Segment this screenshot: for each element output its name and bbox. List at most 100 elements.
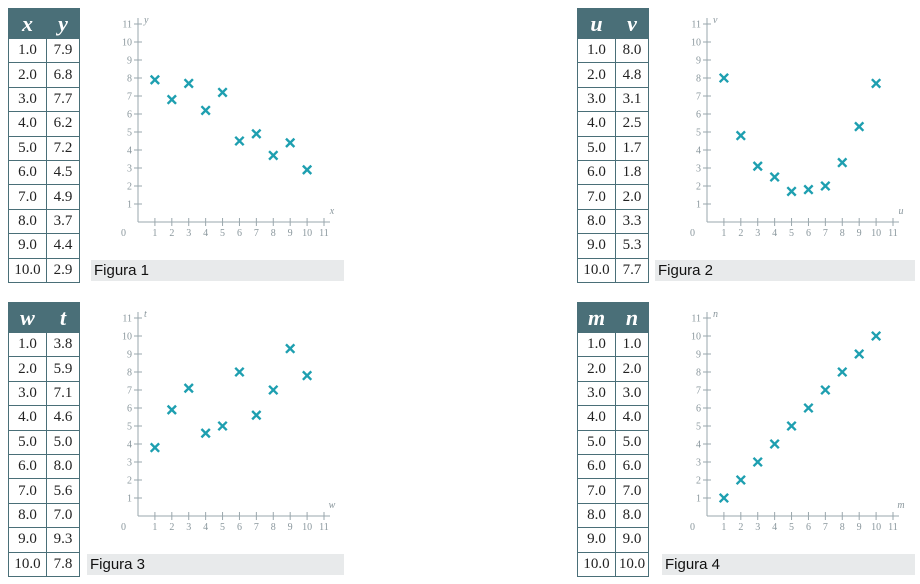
table-row: 10.0 10.0 — [577, 551, 649, 577]
y-tick-label: 4 — [696, 146, 701, 157]
table-row: 1.0 3.8 — [8, 331, 80, 358]
data-point — [217, 420, 228, 432]
table-cell: 7.0 — [615, 478, 649, 504]
data-point — [183, 383, 194, 394]
table-cell: 4.0 — [8, 405, 47, 431]
x-tick-label: 7 — [254, 228, 259, 239]
data-point — [786, 186, 797, 197]
table-row: 10.0 7.7 — [577, 257, 649, 283]
table-cell: 8.0 — [8, 208, 47, 235]
table-row: 4.0 4.0 — [577, 405, 649, 431]
table-cell: 9.0 — [577, 233, 616, 259]
x-axis-label: x — [329, 206, 335, 217]
table-cell: 2.9 — [46, 257, 80, 283]
table-cell: 9.0 — [8, 527, 47, 553]
x-tick-label: 2 — [169, 522, 174, 533]
y-tick-label: 10 — [122, 332, 132, 343]
y-tick-label: 11 — [122, 20, 132, 31]
x-tick-label: 4 — [772, 522, 777, 533]
figure-panel-4: m n 1.0 1.0 2.0 2.0 3.0 3.0 4.0 4.0 5.0 5.0 6.0 6.0 7.… — [577, 302, 917, 578]
table-cell: 10.0 — [615, 551, 649, 577]
table-cell: 6.0 — [577, 159, 616, 186]
table-row: 2.0 5.9 — [8, 356, 80, 382]
x-tick-label: 8 — [840, 522, 845, 533]
data-point — [166, 94, 177, 105]
data-table: m n 1.0 1.0 2.0 2.0 3.0 3.0 4.0 4.0 5.0 5.0 6.0 6.0 7.… — [577, 302, 649, 577]
origin-label: 0 — [121, 228, 126, 239]
data-point — [268, 150, 279, 161]
table-cell: 1.7 — [615, 135, 649, 161]
table-cell: 7.0 — [577, 478, 616, 504]
x-tick-label: 10 — [302, 522, 312, 533]
table-cell: 5.0 — [577, 135, 616, 161]
x-axis-label: u — [899, 206, 904, 217]
y-tick-label: 10 — [691, 38, 701, 49]
y-tick-label: 4 — [696, 440, 701, 451]
table-row: 3.0 3.0 — [577, 380, 649, 407]
y-tick-label: 9 — [696, 350, 701, 361]
x-axis-label: w — [329, 500, 336, 511]
y-tick-label: 8 — [696, 74, 701, 85]
table-cell: 10.0 — [577, 257, 616, 283]
x-tick-label: 5 — [220, 522, 225, 533]
table-row: 8.0 8.0 — [577, 502, 649, 529]
table-row: 10.0 7.8 — [8, 551, 80, 577]
table-cell: 8.0 — [615, 37, 649, 64]
table-cell: 4.8 — [615, 62, 649, 88]
table-cell: 8.0 — [615, 502, 649, 529]
table-header-x: x — [8, 8, 47, 39]
table-header-n: n — [615, 302, 649, 333]
table-row: 4.0 2.5 — [577, 111, 649, 137]
table-cell: 5.6 — [46, 478, 80, 504]
table-cell: 5.0 — [577, 429, 616, 455]
y-tick-label: 9 — [127, 56, 132, 67]
table-cell: 4.0 — [577, 111, 616, 137]
y-tick-label: 4 — [127, 440, 132, 451]
data-point — [854, 348, 865, 360]
y-axis-label: t — [144, 309, 147, 320]
table-header-y: y — [46, 8, 80, 39]
x-tick-label: 6 — [806, 522, 811, 533]
y-tick-label: 6 — [696, 404, 701, 415]
table-row: 6.0 1.8 — [577, 159, 649, 186]
table-row: 8.0 3.3 — [577, 208, 649, 235]
table-row: 2.0 6.8 — [8, 62, 80, 88]
table-row: 5.0 7.2 — [8, 135, 80, 161]
data-point — [820, 180, 831, 192]
x-tick-label: 11 — [888, 522, 898, 533]
table-cell: 5.0 — [615, 429, 649, 455]
table-cell: 2.0 — [8, 356, 47, 382]
table-cell: 3.0 — [8, 380, 47, 407]
data-point — [251, 128, 262, 139]
table-row: 9.0 4.4 — [8, 233, 80, 259]
table-row: 5.0 5.0 — [577, 429, 649, 455]
data-point — [302, 370, 313, 381]
table-cell: 9.0 — [615, 527, 649, 553]
table-cell: 9.0 — [577, 527, 616, 553]
x-tick-label: 10 — [302, 228, 312, 239]
table-row: 9.0 9.0 — [577, 527, 649, 553]
y-tick-label: 7 — [696, 386, 701, 397]
x-tick-label: 9 — [288, 228, 293, 239]
table-cell: 5.0 — [8, 429, 47, 455]
table-cell: 4.9 — [46, 184, 80, 210]
y-tick-label: 11 — [691, 20, 701, 31]
table-row: 6.0 4.5 — [8, 159, 80, 186]
data-point — [166, 404, 177, 415]
table-cell: 3.3 — [615, 208, 649, 235]
x-tick-label: 6 — [806, 228, 811, 239]
table-cell: 9.0 — [8, 233, 47, 259]
table-cell: 6.0 — [8, 453, 47, 480]
x-tick-label: 4 — [772, 228, 777, 239]
figure-panel-2: u v 1.0 8.0 2.0 4.8 3.0 3.1 4.0 2.5 5.0 1.7 6.0 1.8 7.… — [577, 8, 917, 284]
data-point — [718, 72, 729, 84]
data-point — [718, 492, 729, 504]
table-row: 8.0 7.0 — [8, 502, 80, 529]
x-tick-label: 5 — [789, 228, 794, 239]
x-tick-label: 3 — [755, 228, 760, 239]
data-table: w t 1.0 3.8 2.0 5.9 3.0 7.1 4.0 4.6 5.0 5.0 6.0 8.0 7.… — [8, 302, 80, 577]
x-tick-label: 7 — [823, 522, 828, 533]
y-tick-label: 3 — [127, 458, 132, 469]
table-cell: 3.0 — [8, 86, 47, 113]
